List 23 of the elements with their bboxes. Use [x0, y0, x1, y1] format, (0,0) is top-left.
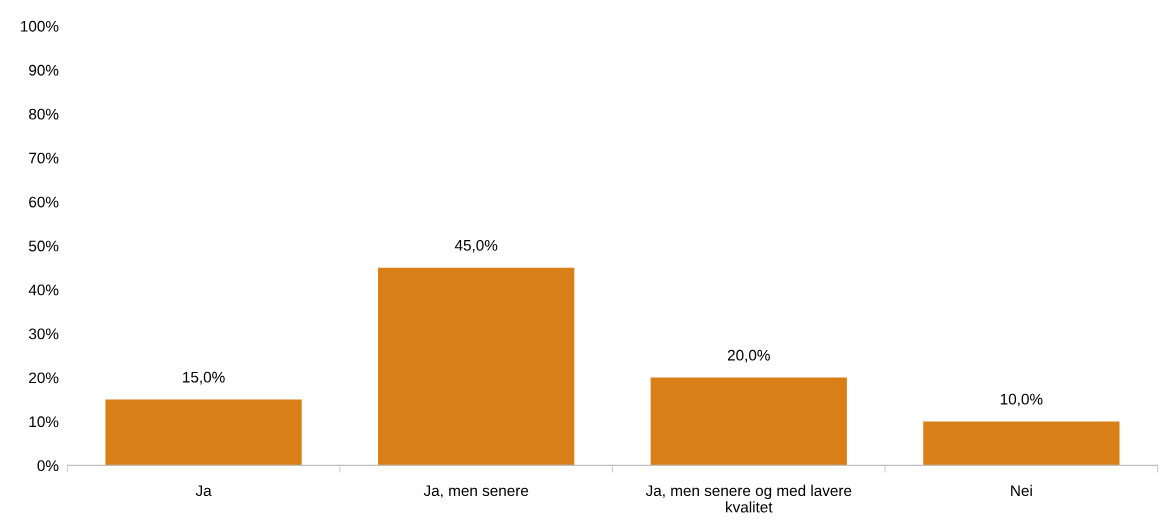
x-tick-label: Ja	[195, 485, 212, 497]
bar	[105, 399, 302, 466]
y-tick-label: 50%	[28, 240, 59, 252]
y-tick-label: 80%	[29, 108, 59, 120]
y-tick-label: 100%	[21, 20, 59, 32]
y-tick-label: 0%	[37, 460, 59, 472]
y-tick-label: 40%	[28, 284, 59, 296]
x-tick-label: Ja, men senere	[423, 485, 529, 498]
bar	[378, 267, 575, 466]
bar	[923, 421, 1120, 466]
data-label: 20,0%	[727, 349, 770, 363]
y-tick-label: 10%	[29, 416, 59, 428]
x-tick-label: Ja, men senere og med lavere kvalitet	[645, 484, 852, 513]
data-label: 45,0%	[454, 239, 498, 253]
bar	[650, 377, 847, 466]
y-tick-label: 70%	[29, 152, 59, 164]
y-tick-label: 60%	[29, 196, 59, 208]
y-tick-label: 30%	[28, 328, 59, 340]
data-label: 15,0%	[183, 371, 225, 385]
y-tick-label: 90%	[29, 64, 59, 76]
x-tick-label: Nei	[1011, 484, 1032, 497]
data-label: 10,0%	[1000, 393, 1043, 407]
y-tick-label: 20%	[29, 372, 59, 384]
